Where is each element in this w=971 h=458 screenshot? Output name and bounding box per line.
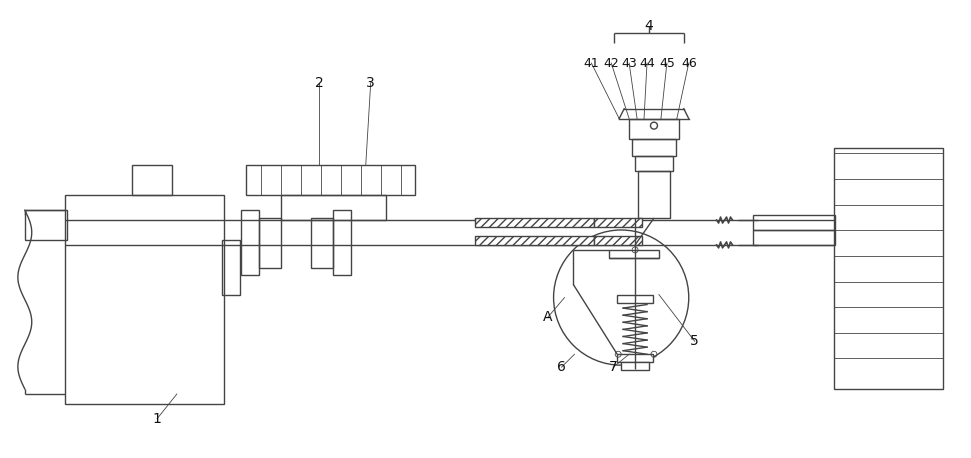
Bar (609, 250, 659, 258)
Text: 4: 4 (645, 19, 653, 33)
Bar (64, 195, 223, 404)
Bar (638, 171, 670, 218)
Text: 6: 6 (557, 360, 566, 374)
Bar (475, 218, 594, 227)
Bar (618, 354, 653, 362)
Bar (259, 218, 282, 268)
Text: 3: 3 (366, 76, 375, 90)
Bar (753, 215, 835, 230)
Bar (282, 195, 385, 220)
Text: 1: 1 (152, 412, 161, 426)
Bar (25, 210, 67, 240)
Bar (594, 218, 642, 227)
Bar (629, 119, 679, 139)
Text: 5: 5 (690, 334, 699, 349)
Bar (621, 362, 649, 370)
Bar (311, 218, 333, 268)
Bar (242, 210, 259, 275)
Text: 43: 43 (621, 56, 637, 70)
Text: A: A (543, 311, 552, 324)
Bar (753, 230, 835, 245)
Bar (618, 294, 653, 303)
Text: 46: 46 (681, 56, 696, 70)
Text: 41: 41 (584, 56, 599, 70)
Text: 7: 7 (609, 360, 618, 374)
Bar (632, 139, 676, 157)
Bar (132, 165, 172, 195)
Text: 42: 42 (603, 56, 619, 70)
Bar (221, 240, 240, 294)
Bar (834, 148, 943, 389)
Text: 45: 45 (659, 56, 675, 70)
Bar (594, 236, 642, 245)
Bar (247, 165, 416, 195)
Bar (333, 210, 351, 275)
Bar (475, 236, 594, 245)
Bar (635, 157, 673, 171)
Text: 2: 2 (315, 76, 323, 90)
Text: 44: 44 (639, 56, 654, 70)
